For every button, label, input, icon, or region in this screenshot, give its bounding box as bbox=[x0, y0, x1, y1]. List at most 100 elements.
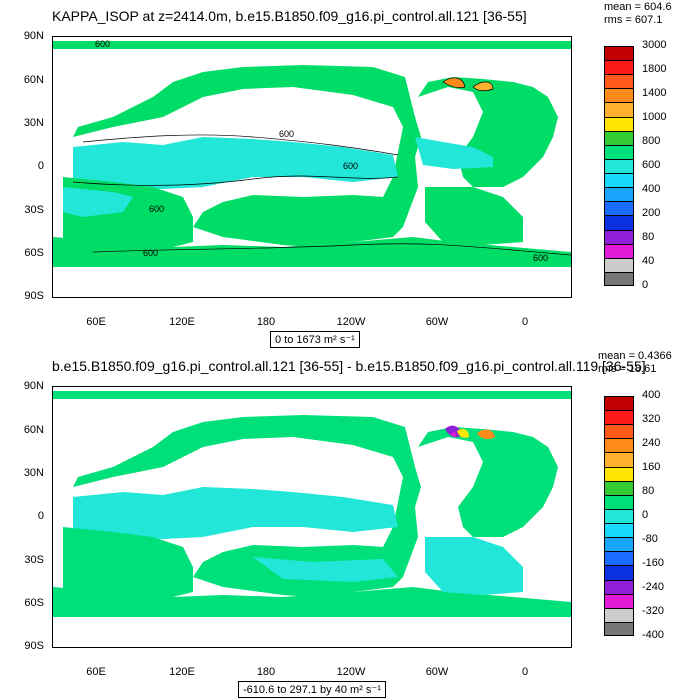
contour-line bbox=[92, 243, 571, 256]
colorbar-swatch bbox=[604, 494, 634, 510]
lat-label: 60N bbox=[23, 424, 44, 436]
contour-label: 600 bbox=[279, 129, 294, 139]
panel-title: KAPPA_ISOP at z=2414.0m, b.e15.B1850.f09… bbox=[52, 8, 527, 24]
colorbar-swatch bbox=[604, 593, 634, 609]
colorbar-label: 200 bbox=[642, 207, 661, 219]
colorbar-swatch bbox=[604, 271, 634, 287]
colorbar-swatch bbox=[604, 116, 634, 132]
stats-box: mean = 0.4366 rms = 18.61 bbox=[598, 350, 672, 376]
lat-label: 30N bbox=[23, 117, 44, 129]
tropical-band bbox=[73, 487, 398, 539]
colorbar-swatch bbox=[604, 523, 634, 538]
lat-label: 30N bbox=[23, 467, 44, 479]
map-svg: 600 600 600 600 600 600 bbox=[53, 39, 571, 267]
colorbar-swatch bbox=[604, 565, 634, 581]
contour-line bbox=[72, 175, 399, 186]
colorbar-label: 1000 bbox=[642, 111, 667, 123]
lon-label: 120E bbox=[169, 666, 195, 678]
colorbar-swatch bbox=[604, 537, 634, 552]
colorbar-label: 80 bbox=[642, 485, 655, 497]
lat-label: 0 bbox=[37, 510, 44, 522]
colorbar-swatch bbox=[604, 215, 634, 231]
colorbar: 3000 1800 1400 1000 800 600 400 200 80 40 0 bbox=[604, 39, 684, 291]
panel-top: KAPPA_ISOP at z=2414.0m, b.e15.B1850.f09… bbox=[23, 1, 684, 348]
stats-box: mean = 604.6 rms = 607.1 bbox=[604, 1, 672, 27]
colorbar-swatch bbox=[604, 130, 634, 146]
colorbar-swatch bbox=[604, 173, 634, 188]
colorbar-swatch bbox=[604, 480, 634, 496]
colorbar-label: 0 bbox=[642, 509, 649, 521]
range-label: -610.6 to 297.1 by 40 m² s⁻¹ bbox=[238, 681, 386, 698]
lat-label: 90N bbox=[23, 380, 44, 392]
colorbar-swatch bbox=[604, 579, 634, 595]
cyan-patch bbox=[253, 557, 398, 582]
contour-label: 600 bbox=[343, 161, 358, 171]
lon-label: 60W bbox=[425, 666, 449, 678]
south-atlantic bbox=[425, 187, 523, 245]
colorbar-swatch bbox=[604, 74, 634, 89]
contour-label: 600 bbox=[149, 204, 164, 214]
lat-label: 60S bbox=[24, 597, 44, 609]
lat-label: 60N bbox=[23, 74, 44, 86]
colorbar-swatch bbox=[604, 424, 634, 439]
colorbar-label: 600 bbox=[642, 159, 661, 171]
colorbar-swatch bbox=[604, 396, 634, 411]
anomaly-spot bbox=[451, 432, 457, 438]
southern-ocean bbox=[53, 587, 571, 617]
colorbar-swatch bbox=[604, 229, 634, 245]
colorbar-label: 240 bbox=[642, 437, 661, 449]
lon-label: 0 bbox=[521, 316, 529, 328]
contour-label: 600 bbox=[143, 248, 158, 258]
lon-label: 60E bbox=[86, 666, 106, 678]
mean-stat: mean = 0.4366 bbox=[598, 350, 672, 362]
colorbar-label: -240 bbox=[642, 581, 665, 593]
panel-title: b.e15.B1850.f09_g16.pi_control.all.121 [… bbox=[52, 358, 646, 374]
colorbar-label: 320 bbox=[642, 413, 661, 425]
colorbar-swatch bbox=[604, 452, 634, 468]
lon-label: 60W bbox=[425, 316, 449, 328]
indian-cyan bbox=[63, 187, 133, 217]
colorbar-swatch bbox=[604, 144, 634, 160]
colorbar-swatch bbox=[604, 88, 634, 103]
colorbar-label: -400 bbox=[642, 629, 665, 641]
indian-ocean bbox=[63, 527, 193, 602]
colorbar-swatch bbox=[604, 243, 634, 259]
mean-stat: mean = 604.6 bbox=[604, 1, 672, 13]
colorbar-swatch bbox=[604, 607, 634, 623]
lon-label: 60E bbox=[86, 316, 106, 328]
colorbar-swatch bbox=[604, 551, 634, 566]
lat-label: 30S bbox=[24, 554, 44, 566]
colorbar-swatch bbox=[604, 201, 634, 216]
atlantic-cyan bbox=[415, 137, 493, 169]
atlantic-ocean bbox=[418, 77, 558, 187]
colorbar-label: 0 bbox=[642, 279, 649, 291]
colorbar-swatch bbox=[604, 158, 634, 174]
map-svg bbox=[53, 391, 571, 617]
colorbar-label: -160 bbox=[642, 557, 665, 569]
colorbar-swatch bbox=[604, 187, 634, 202]
anomaly-spot bbox=[457, 429, 469, 438]
anomaly-spot bbox=[477, 429, 495, 440]
south-atlantic bbox=[425, 537, 523, 595]
lat-label: 90S bbox=[24, 290, 44, 302]
colorbar-label: 1800 bbox=[642, 63, 667, 75]
pacific-ocean bbox=[73, 415, 421, 597]
hotspot-area bbox=[442, 77, 466, 89]
colorbar-label: 3000 bbox=[642, 39, 667, 51]
lat-label: 90N bbox=[23, 30, 44, 42]
contour-label: 600 bbox=[533, 253, 548, 263]
colorbar: 400 320 240 160 80 0 -80 -160 -240 -320 -400 bbox=[604, 389, 684, 641]
atlantic-ocean bbox=[418, 427, 558, 537]
lat-label: 90S bbox=[24, 640, 44, 652]
colorbar-swatch bbox=[604, 60, 634, 75]
colorbar-label: -80 bbox=[642, 533, 658, 545]
colorbar-swatch bbox=[604, 508, 634, 524]
colorbar-label: 40 bbox=[642, 255, 655, 267]
lon-label: 120E bbox=[169, 316, 195, 328]
arctic-band bbox=[53, 391, 571, 399]
colorbar-label: 1400 bbox=[642, 87, 667, 99]
colorbar-label: -320 bbox=[642, 605, 665, 617]
hotspot-area bbox=[472, 81, 494, 92]
contour-line bbox=[82, 134, 399, 156]
colorbar-swatch bbox=[604, 46, 634, 61]
